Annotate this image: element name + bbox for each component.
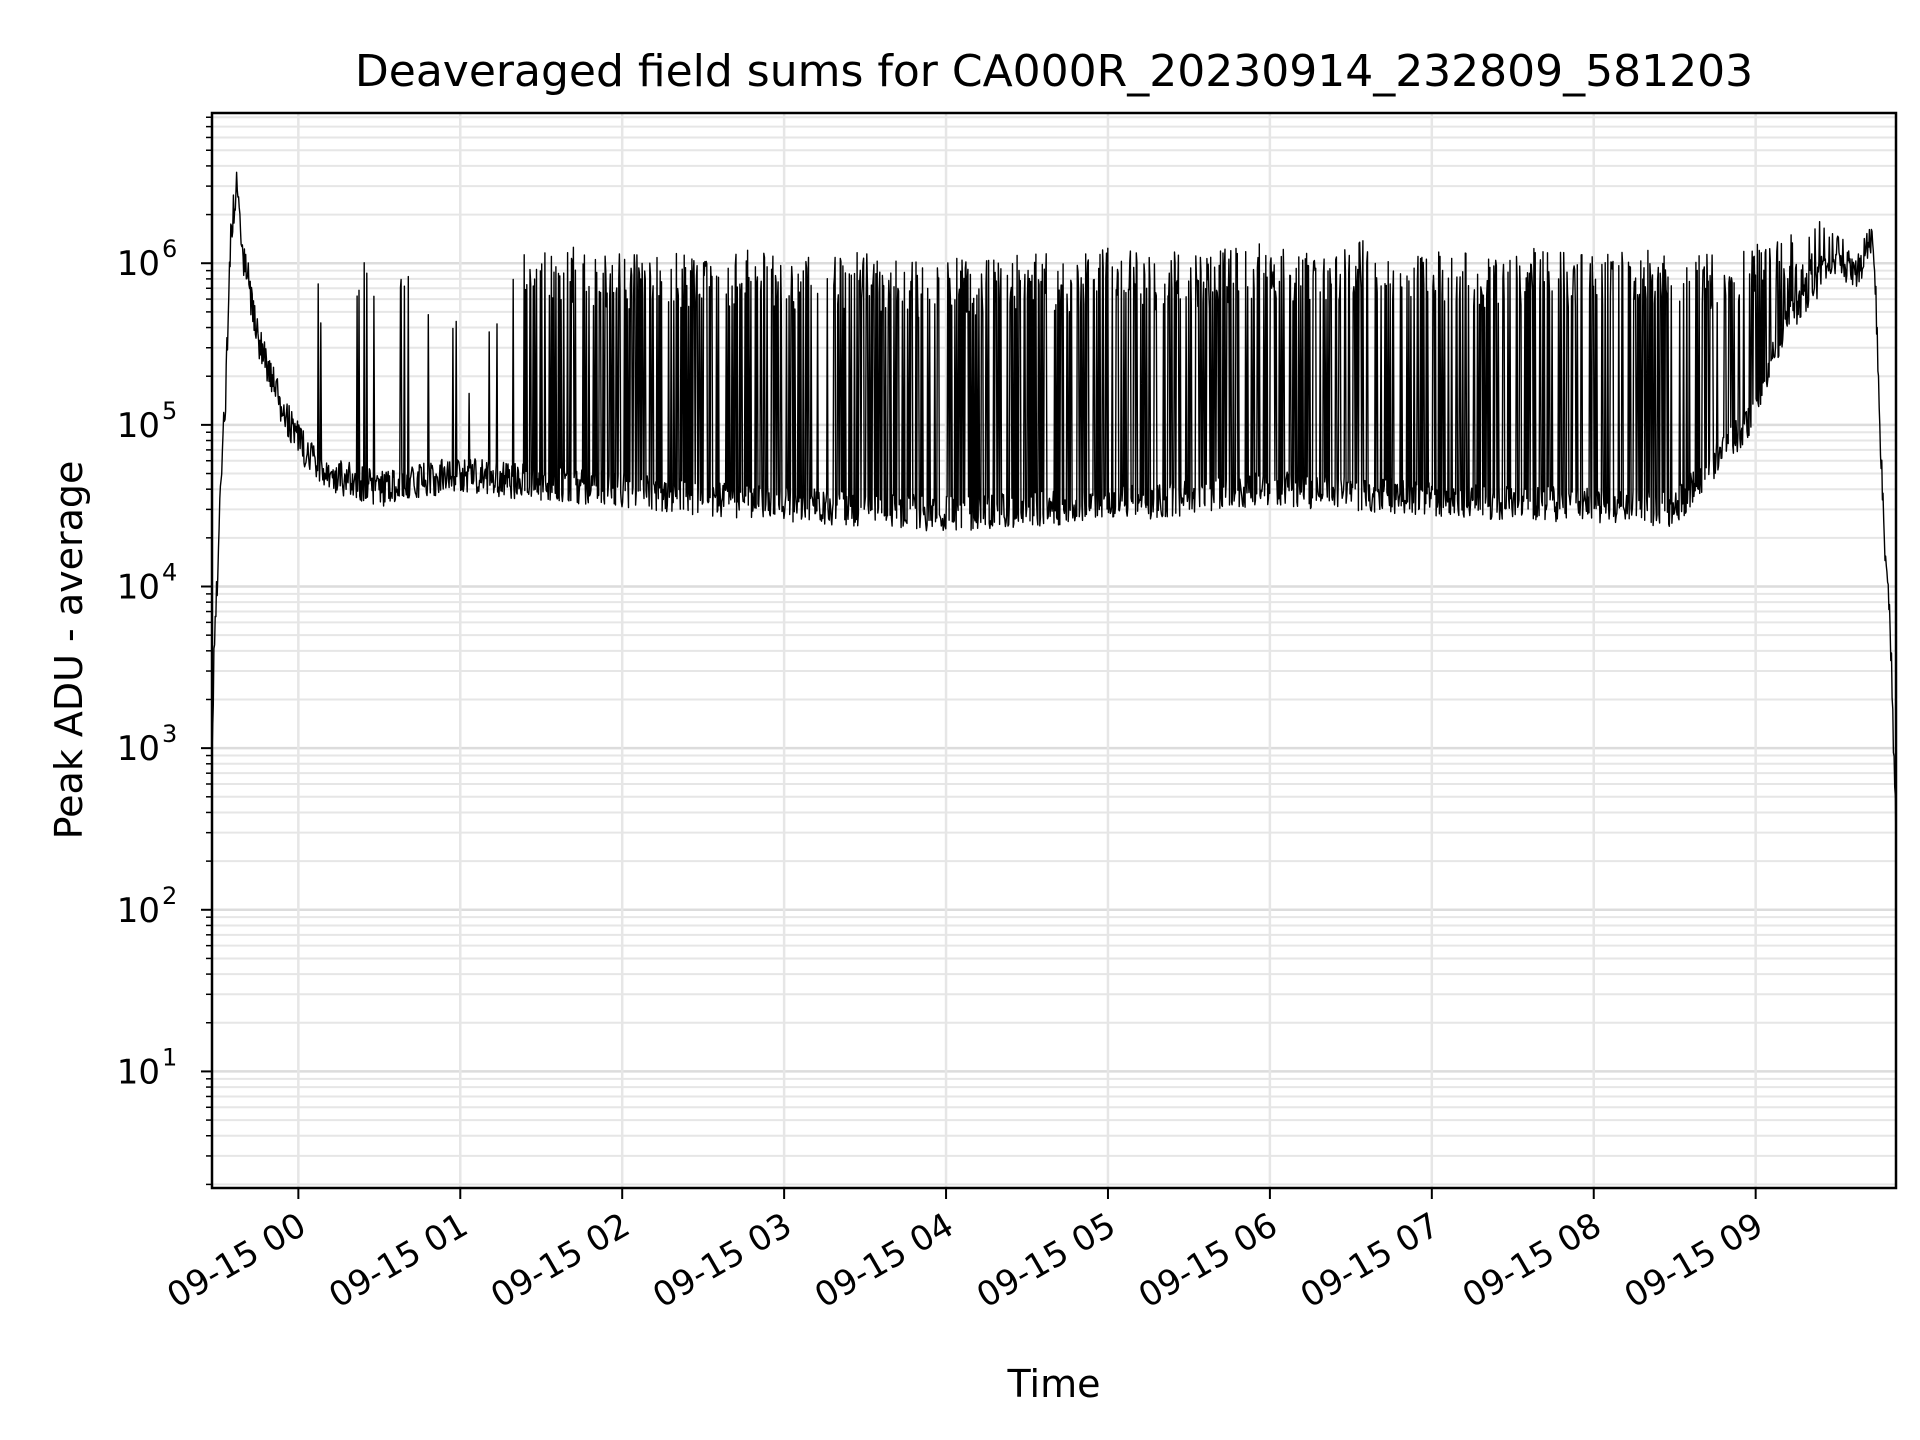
y-tick-label: 10 bbox=[117, 1052, 160, 1092]
y-tick-label: 10 bbox=[117, 244, 160, 284]
y-tick-label: 10 bbox=[117, 568, 160, 608]
y-tick-label-exponent: 5 bbox=[162, 397, 177, 425]
x-axis-label: Time bbox=[1007, 1362, 1101, 1406]
y-tick-label: 10 bbox=[117, 891, 160, 931]
data-series bbox=[211, 171, 1897, 849]
y-tick-label-exponent: 3 bbox=[162, 720, 177, 748]
y-axis-label: Peak ADU - average bbox=[47, 461, 91, 840]
y-tick-label: 10 bbox=[117, 406, 160, 446]
y-tick-label-exponent: 6 bbox=[162, 235, 177, 263]
series-line bbox=[211, 171, 1897, 849]
chart-title: Deaveraged field sums for CA000R_2023091… bbox=[355, 46, 1753, 97]
grid bbox=[212, 113, 1896, 1188]
y-tick-label-exponent: 4 bbox=[162, 559, 177, 587]
y-tick-label-exponent: 1 bbox=[162, 1043, 177, 1071]
y-tick-label: 10 bbox=[117, 729, 160, 769]
y-tick-label-exponent: 2 bbox=[162, 882, 177, 910]
